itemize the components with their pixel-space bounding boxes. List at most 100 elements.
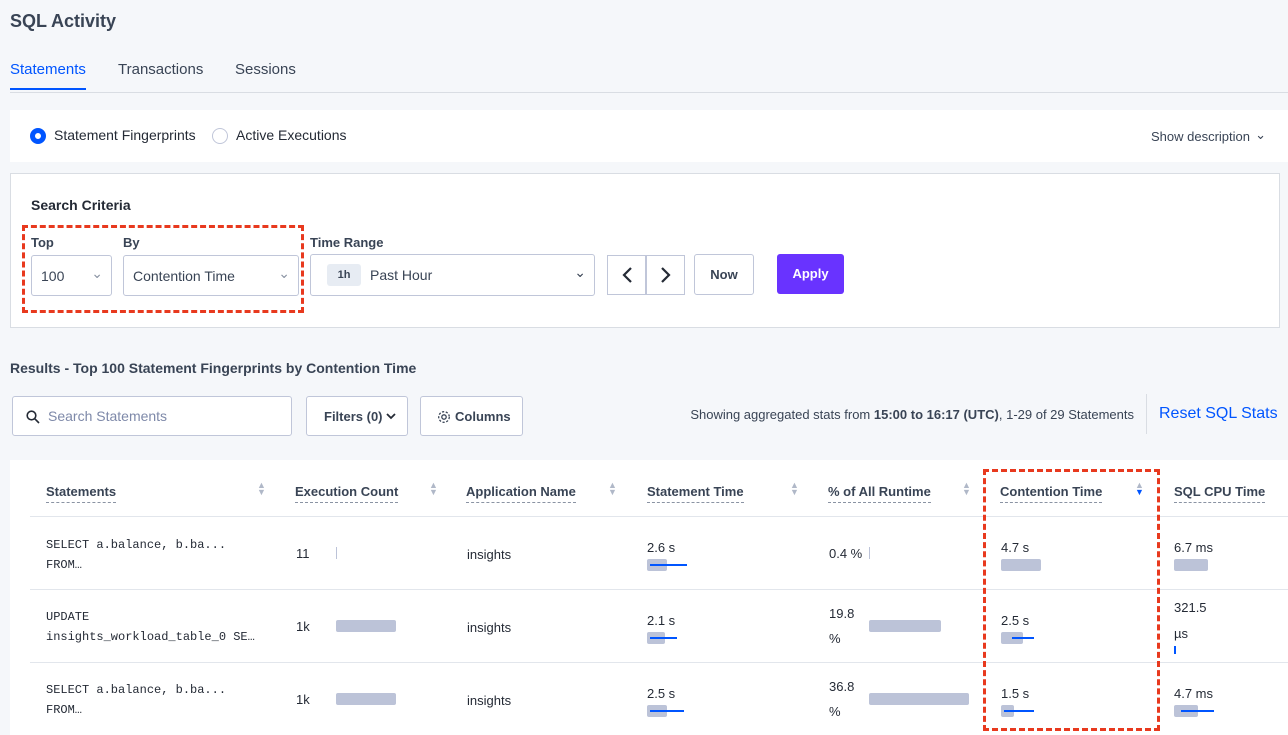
time-range-select[interactable]: 1h Past Hour ⌄ [310, 254, 595, 296]
divider [1146, 394, 1147, 434]
chevron-right-icon [660, 267, 671, 283]
statement-line: FROM… [46, 558, 83, 572]
execution-count-bar [336, 547, 337, 559]
chevron-down-icon: ⌄ [278, 265, 290, 281]
pct-runtime-unit: % [829, 631, 841, 646]
sort-icon[interactable]: ▲ ▼ [790, 480, 799, 497]
pct-runtime-value: 19.8 [829, 606, 855, 621]
chevron-left-icon [621, 267, 632, 283]
pct-runtime-value: 0.4 % [829, 546, 863, 561]
statement-cell[interactable]: SELECT a.balance, b.ba... FROM… [46, 535, 226, 575]
execution-count-bar [336, 620, 396, 632]
time-range-value: Past Hour [370, 267, 433, 283]
contention-time-value: 4.7 s [1001, 540, 1030, 555]
chevron-down-icon: ⌄ [574, 264, 586, 280]
sort-icon[interactable]: ▲ ▼ [257, 480, 266, 497]
column-header-pct-runtime[interactable]: % of All Runtime [828, 484, 931, 503]
showing-summary: Showing aggregated stats from 15:00 to 1… [690, 407, 1134, 422]
statement-line: UPDATE [46, 610, 90, 624]
column-header-statement-time[interactable]: Statement Time [647, 484, 744, 503]
column-header-contention-time[interactable]: Contention Time [1000, 484, 1103, 503]
statement-time-value: 2.5 s [647, 686, 676, 701]
show-description-toggle[interactable]: Show description [1151, 129, 1250, 144]
search-placeholder: Search Statements [48, 408, 168, 424]
execution-count-bar [336, 693, 396, 705]
cpu-time-unit: µs [1174, 626, 1188, 641]
showing-suffix: , 1-29 of 29 Statements [998, 407, 1134, 422]
radio-label-active-executions[interactable]: Active Executions [236, 127, 347, 143]
search-criteria-panel: Search Criteria Top By Time Range 100 ⌄ … [10, 173, 1280, 328]
showing-prefix: Showing aggregated stats from [690, 407, 874, 422]
application-name-value: insights [467, 693, 512, 708]
time-forward-button[interactable] [646, 255, 685, 295]
radio-active-executions[interactable] [212, 128, 228, 144]
top-select-value: 100 [41, 268, 65, 284]
tab-transactions[interactable]: Transactions [118, 61, 204, 78]
results-title: Results - Top 100 Statement Fingerprints… [10, 360, 417, 376]
column-header-statements[interactable]: Statements [46, 484, 117, 503]
sort-icon[interactable]: ▲ ▼ [1135, 480, 1144, 497]
cpu-time-bar [1174, 559, 1208, 571]
apply-button[interactable]: Apply [777, 254, 844, 294]
contention-time-range [1004, 710, 1034, 712]
statement-line: FROM… [46, 703, 83, 717]
by-label: By [123, 235, 140, 250]
statement-time-value: 2.1 s [647, 613, 676, 628]
column-header-application-name[interactable]: Application Name [466, 484, 576, 503]
pct-runtime-bar [869, 620, 941, 632]
reset-sql-stats-link[interactable]: Reset SQL Stats [1159, 405, 1278, 422]
statement-line: insights_workload_table_0 SE… [46, 630, 255, 644]
statement-time-range [650, 564, 687, 566]
radio-label-statement-fingerprints[interactable]: Statement Fingerprints [54, 127, 196, 143]
contention-time-range [1012, 637, 1034, 639]
time-range-tag: 1h [327, 264, 361, 286]
execution-count-value: 1k [296, 619, 310, 634]
cpu-time-value: 4.7 ms [1174, 686, 1214, 701]
statement-cell[interactable]: SELECT a.balance, b.ba... FROM… [46, 680, 226, 720]
top-select[interactable]: 100 ⌄ [31, 255, 112, 296]
chevron-down-icon [386, 413, 396, 420]
columns-button[interactable]: Columns [420, 396, 523, 436]
sort-icon[interactable]: ▲ ▼ [962, 480, 971, 497]
contention-time-value: 1.5 s [1001, 686, 1030, 701]
tab-statements[interactable]: Statements [10, 61, 86, 90]
statement-time-range [650, 637, 677, 639]
pct-runtime-bar [869, 547, 870, 559]
highlight-contention-column [983, 469, 1160, 731]
search-icon [26, 410, 40, 424]
top-label: Top [31, 235, 54, 250]
time-back-button[interactable] [607, 255, 646, 295]
pct-runtime-bar [869, 693, 969, 705]
chevron-down-icon[interactable]: ⌄ [1255, 127, 1266, 142]
tab-sessions[interactable]: Sessions [235, 61, 296, 78]
sort-icon[interactable]: ▲ ▼ [608, 480, 617, 497]
cpu-time-range [1181, 710, 1214, 712]
cpu-time-range [1174, 646, 1176, 654]
row-divider [30, 589, 1288, 590]
now-button[interactable]: Now [694, 254, 754, 295]
statement-time-value: 2.6 s [647, 540, 676, 555]
filters-button[interactable]: Filters (0) [306, 396, 408, 436]
column-header-execution-count[interactable]: Execution Count [295, 484, 399, 503]
showing-range: 15:00 to 16:17 (UTC) [873, 407, 999, 422]
statement-line: SELECT a.balance, b.ba... [46, 538, 227, 552]
radio-statement-fingerprints[interactable] [30, 128, 46, 144]
column-header-sql-cpu-time[interactable]: SQL CPU Time [1174, 484, 1266, 503]
page-title: SQL Activity [10, 11, 117, 31]
statement-cell[interactable]: UPDATE insights_workload_table_0 SE… [46, 607, 255, 647]
pct-runtime-value: 36.8 [829, 679, 855, 694]
search-criteria-heading: Search Criteria [31, 197, 131, 213]
by-select-value: Contention Time [133, 268, 235, 284]
search-input[interactable]: Search Statements [12, 396, 292, 436]
execution-count-value: 11 [296, 546, 310, 561]
by-select[interactable]: Contention Time ⌄ [123, 255, 299, 296]
cpu-time-value: 6.7 ms [1174, 540, 1214, 555]
execution-count-value: 1k [296, 692, 310, 707]
statements-table: Statements ▲ ▼ Execution Count ▲ ▼ Applica… [10, 460, 1288, 735]
chevron-down-icon: ⌄ [91, 265, 103, 281]
filters-label: Filters (0) [324, 409, 383, 424]
pct-runtime-unit: % [829, 704, 841, 719]
contention-time-bar [1001, 559, 1041, 571]
gear-icon [438, 411, 450, 423]
sort-icon[interactable]: ▲ ▼ [429, 480, 438, 497]
